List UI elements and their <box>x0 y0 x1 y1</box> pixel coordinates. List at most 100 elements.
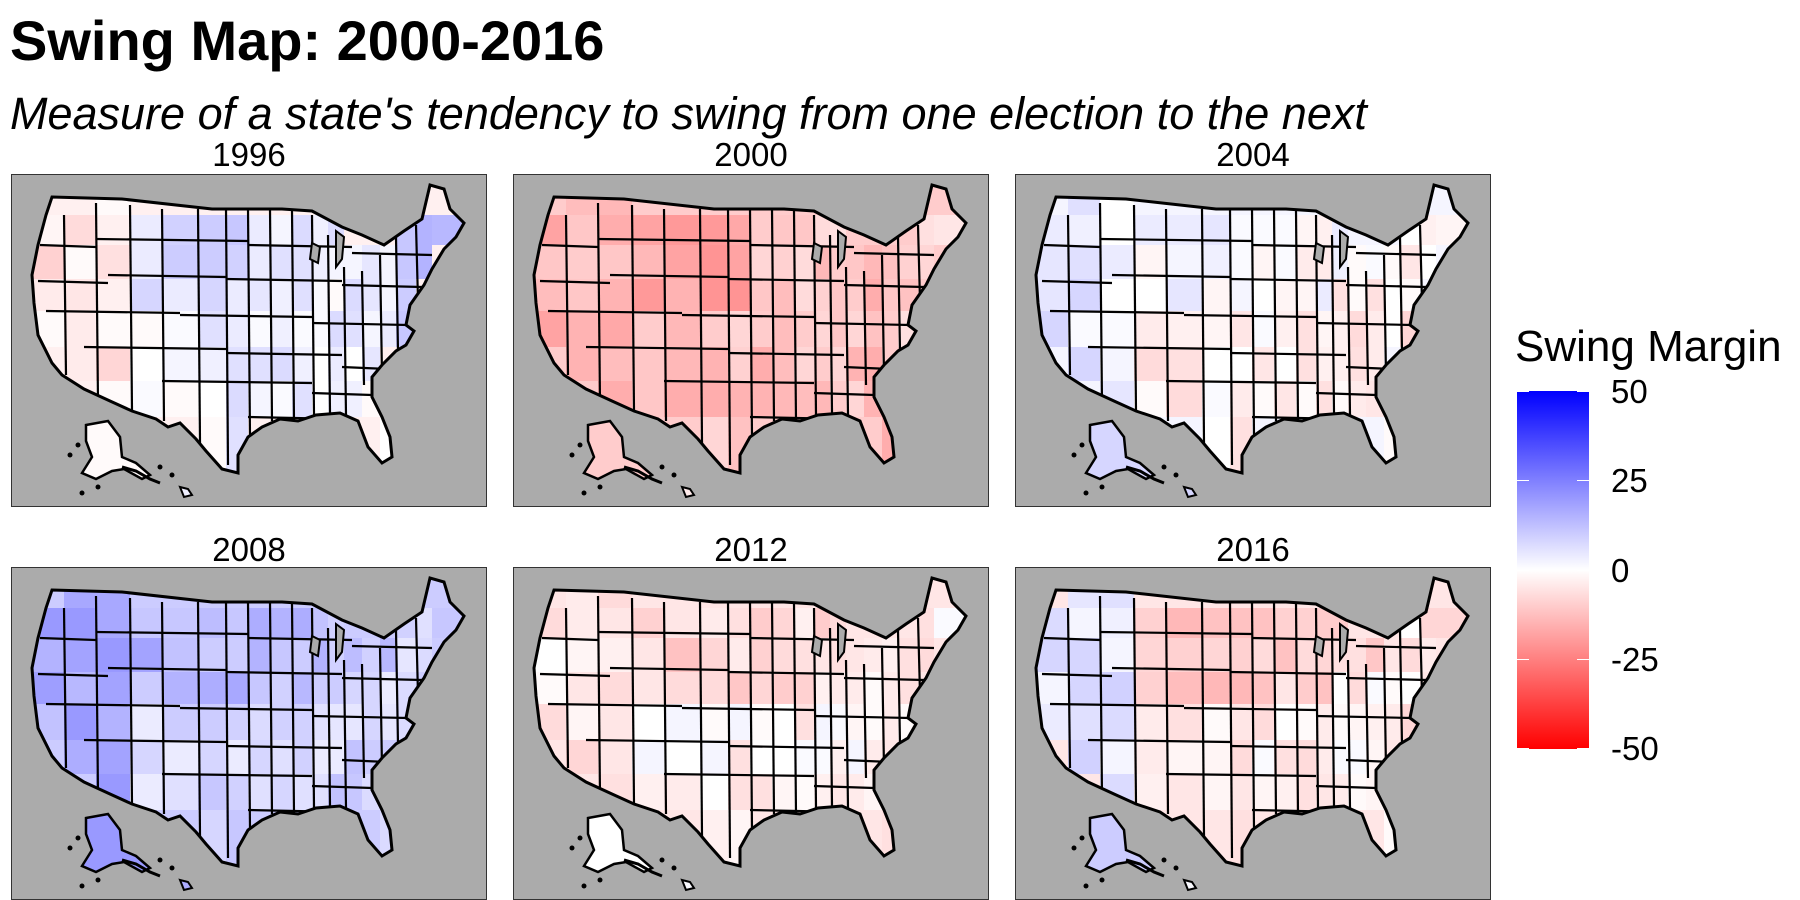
state-shape <box>1316 215 1332 245</box>
state-shape <box>1274 279 1296 311</box>
state-shape <box>830 279 846 311</box>
state-border <box>541 636 599 642</box>
state-border <box>1346 266 1352 416</box>
state-shape <box>1100 740 1134 774</box>
state-shape <box>1068 185 1100 215</box>
state-shape <box>772 774 794 810</box>
state-shape <box>882 279 898 311</box>
state-border <box>378 254 384 376</box>
state-shape <box>1348 311 1366 347</box>
state-border <box>1418 617 1424 695</box>
state-border <box>727 277 845 283</box>
state-shape <box>598 638 632 672</box>
state-shape <box>830 704 846 740</box>
state-border <box>246 601 252 831</box>
state-shape <box>1252 245 1274 279</box>
state-shape <box>416 608 432 638</box>
state-border <box>1043 243 1101 249</box>
state-shape <box>162 704 198 740</box>
state-shape <box>1274 638 1296 672</box>
state-border <box>1111 666 1231 672</box>
state-shape <box>64 740 96 774</box>
state-shape <box>846 347 864 381</box>
state-shape <box>700 347 728 381</box>
state-border <box>748 601 754 831</box>
state-shape <box>226 417 248 473</box>
state-border <box>1099 237 1253 243</box>
island-dot <box>1079 442 1085 448</box>
state-shape <box>1100 704 1134 740</box>
state-shape <box>728 417 750 473</box>
state-shape <box>162 347 198 381</box>
state-border <box>1228 208 1234 466</box>
state-shape <box>598 245 632 279</box>
state-shape <box>64 672 96 704</box>
alaska-shape <box>80 812 153 874</box>
lake-shape <box>810 241 824 265</box>
state-shape <box>328 311 344 347</box>
state-border <box>585 738 729 744</box>
state-shape <box>566 608 598 638</box>
island-dot <box>1083 490 1089 496</box>
state-border <box>843 676 925 682</box>
state-shape <box>270 279 292 311</box>
state-shape <box>598 279 632 311</box>
state-shape <box>772 704 794 740</box>
state-shape <box>846 245 864 279</box>
state-shape <box>162 774 198 810</box>
state-shape <box>1252 774 1274 810</box>
state-shape <box>750 279 772 311</box>
us-outline <box>532 183 968 475</box>
state-shape <box>1316 311 1332 347</box>
state-border <box>1164 208 1170 422</box>
chart-title: Swing Map: 2000-2016 <box>10 9 605 72</box>
state-shape <box>750 740 772 774</box>
state-border <box>853 644 935 650</box>
state-shape <box>830 381 846 417</box>
state-border <box>1098 595 1104 797</box>
state-shape <box>728 245 750 279</box>
state-shape <box>1296 638 1316 672</box>
legend-tick <box>1577 748 1589 749</box>
state-border <box>1043 636 1101 642</box>
state-shape <box>772 215 794 245</box>
map-panel-2016 <box>1015 567 1491 900</box>
state-shape <box>1230 608 1252 638</box>
state-border <box>83 738 227 744</box>
state-shape <box>794 311 814 347</box>
state-shape <box>794 638 814 672</box>
state-shape <box>1316 279 1332 311</box>
state-shape <box>1384 810 1400 866</box>
state-shape <box>344 347 362 381</box>
state-shape <box>700 810 728 866</box>
state-shape <box>248 215 270 245</box>
state-shape <box>1202 279 1230 311</box>
state-border <box>1345 676 1427 682</box>
state-shape <box>794 704 814 740</box>
state-shape <box>1230 740 1252 774</box>
map-panel-2008 <box>11 567 487 900</box>
state-border <box>1315 391 1377 397</box>
state-shape <box>380 417 396 473</box>
state-shape <box>162 638 198 672</box>
state-border <box>247 243 353 249</box>
state-shape <box>700 381 728 417</box>
lake-shape <box>1312 241 1326 265</box>
state-shape <box>226 347 248 381</box>
state-shape <box>1348 279 1366 311</box>
state-shape <box>750 638 772 672</box>
state-shape <box>1296 311 1316 347</box>
state-shape <box>32 215 64 245</box>
state-border <box>585 345 729 351</box>
state-shape <box>328 279 344 311</box>
state-border <box>1345 283 1427 289</box>
state-border <box>225 277 343 283</box>
state-border <box>1355 644 1437 650</box>
island-dot <box>75 442 81 448</box>
state-shape <box>292 381 312 417</box>
state-shape <box>700 311 728 347</box>
state-shape <box>328 774 344 810</box>
state-shape <box>416 245 432 279</box>
state-border <box>813 784 875 790</box>
state-shape <box>328 704 344 740</box>
